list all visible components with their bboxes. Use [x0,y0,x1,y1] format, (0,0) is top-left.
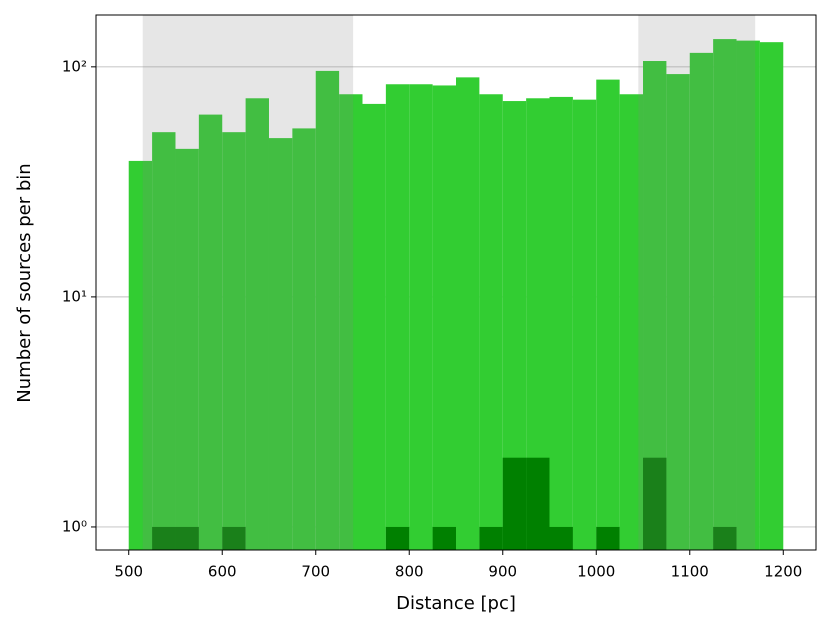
bar [502,457,527,550]
bar [643,61,667,550]
bar [198,114,223,551]
bar [479,526,503,550]
y-tick-label: 10⁰ [62,517,87,535]
bar [339,94,363,550]
bar [596,526,620,550]
bar [268,138,293,550]
bar [549,96,573,550]
bar [502,101,527,551]
bar [713,526,737,550]
axes-frame [95,14,817,551]
bar [409,84,433,551]
bar [292,128,316,551]
shaded-span [142,15,354,550]
bar [315,70,340,550]
x-tick-label: 900 [488,563,517,581]
bar [432,526,456,550]
x-tick-label: 1100 [671,563,709,581]
x-tick-label: 600 [208,563,237,581]
x-tick-label: 800 [395,563,424,581]
bar [572,99,597,550]
bar [643,457,667,550]
bar [432,85,456,550]
y-tick-label: 10² [62,57,87,75]
x-tick-label: 500 [114,563,143,581]
bar [479,94,503,550]
bar [456,77,480,551]
y-axis-label: Number of sources per bin [14,163,35,402]
bar [759,42,784,550]
bar [175,526,199,550]
bar [713,39,737,550]
bar [385,526,410,550]
bar [222,132,246,550]
bar [175,148,199,550]
bar [526,98,550,550]
x-tick-label: 700 [301,563,330,581]
bar [362,103,386,551]
bar [549,526,573,550]
bar [245,98,269,550]
x-axis-label: Distance [pc] [396,593,516,614]
x-tick-label: 1000 [577,563,615,581]
bar [526,457,550,550]
bar [128,160,153,550]
bar [152,132,176,550]
y-tick-label: 10¹ [62,287,87,305]
bar [619,94,644,550]
bar [222,526,246,550]
bar [666,74,690,550]
shaded-span [638,15,756,550]
x-tick-label: 1200 [764,563,802,581]
bar [689,52,714,551]
bar [152,526,176,550]
bar [596,79,620,550]
bar [736,40,760,550]
bar [385,84,410,551]
